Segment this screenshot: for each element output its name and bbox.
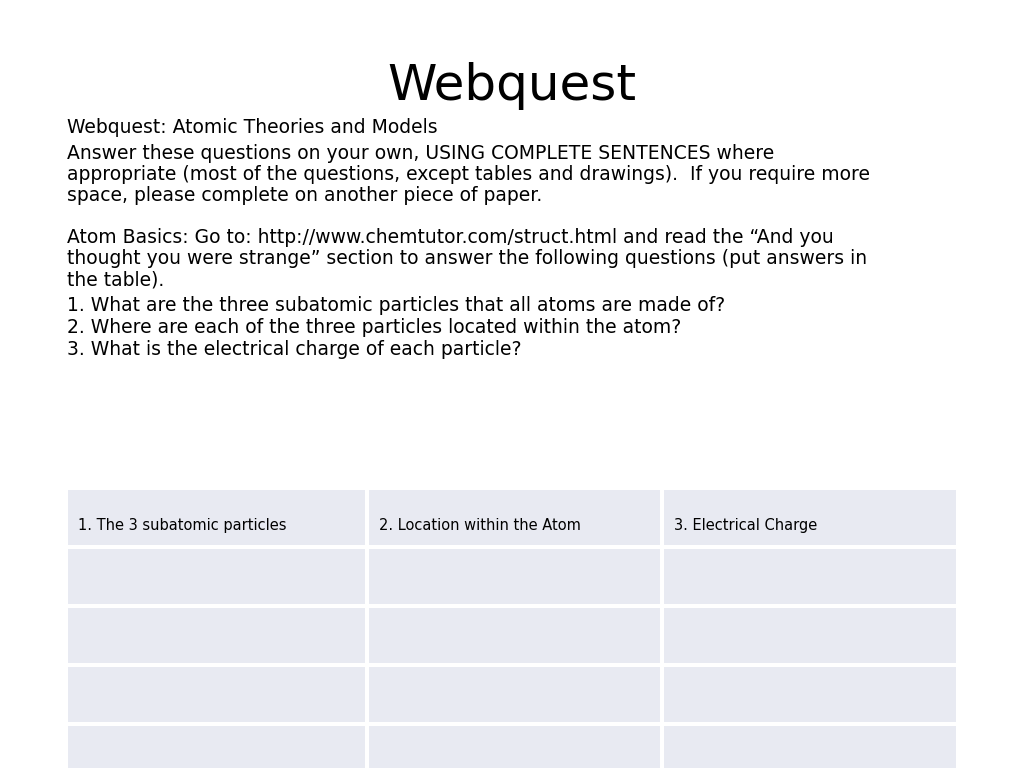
Text: Atom Basics: Go to: http://www.chemtutor.com/struct.html and read the “And you: Atom Basics: Go to: http://www.chemtutor…: [67, 228, 834, 247]
Text: the table).: the table).: [67, 270, 164, 289]
Bar: [68, 663, 956, 667]
Bar: [660, 490, 664, 768]
Text: 1. What are the three subatomic particles that all atoms are made of?: 1. What are the three subatomic particle…: [67, 296, 725, 315]
Text: 2. Where are each of the three particles located within the atom?: 2. Where are each of the three particles…: [67, 318, 681, 337]
Text: thought you were strange” section to answer the following questions (put answers: thought you were strange” section to ans…: [67, 249, 866, 268]
Text: 2. Location within the Atom: 2. Location within the Atom: [379, 518, 581, 533]
Text: Answer these questions on your own, USING COMPLETE SENTENCES where: Answer these questions on your own, USIN…: [67, 144, 774, 163]
Text: Webquest: Atomic Theories and Models: Webquest: Atomic Theories and Models: [67, 118, 437, 137]
Text: 1. The 3 subatomic particles: 1. The 3 subatomic particles: [78, 518, 287, 533]
Text: Webquest: Webquest: [387, 62, 637, 110]
Bar: [68, 604, 956, 608]
Bar: [68, 722, 956, 726]
Text: space, please complete on another piece of paper.: space, please complete on another piece …: [67, 186, 542, 205]
Text: 3. What is the electrical charge of each particle?: 3. What is the electrical charge of each…: [67, 340, 521, 359]
Bar: [68, 545, 956, 549]
Text: 3. Electrical Charge: 3. Electrical Charge: [674, 518, 817, 533]
Text: appropriate (most of the questions, except tables and drawings).  If you require: appropriate (most of the questions, exce…: [67, 165, 869, 184]
Bar: [68, 490, 956, 768]
Bar: [365, 490, 369, 768]
